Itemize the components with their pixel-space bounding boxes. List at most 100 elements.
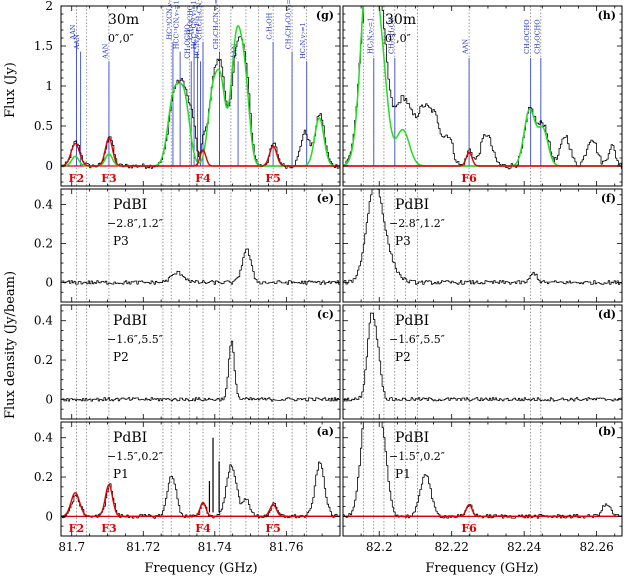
spectrum-top_right_model bbox=[343, 151, 622, 167]
panel-frame bbox=[342, 421, 623, 537]
species-label: CH₃OCHO bbox=[184, 24, 192, 59]
x-tick-label: 81.76 bbox=[269, 540, 303, 554]
y-tick-label: 0.4 bbox=[34, 198, 53, 212]
spectrum-p1_right_model bbox=[343, 503, 622, 517]
feature-label-F5: F5 bbox=[265, 522, 280, 535]
offset-label: −2.8″,1.2″ bbox=[107, 217, 163, 230]
panel-id: (g) bbox=[316, 9, 334, 22]
spectrum-p1_left_model bbox=[61, 484, 340, 517]
x-tick-label: 81.74 bbox=[198, 540, 233, 554]
species-label: HC₃N,v₇=1 bbox=[193, 22, 201, 58]
spectrum-p2_left bbox=[61, 340, 340, 402]
panel-id: (f) bbox=[601, 192, 616, 205]
y-tick-label: 0 bbox=[45, 392, 53, 406]
species-label: CH₃OCHO bbox=[187, 5, 195, 40]
species-label: AAN bbox=[462, 39, 470, 55]
y-tick-label: 0 bbox=[45, 276, 53, 290]
feature-label-F6: F6 bbox=[461, 172, 477, 185]
feature-label-F2: F2 bbox=[69, 172, 84, 185]
spectra-curves bbox=[61, 6, 622, 519]
y-tick-label: 0.2 bbox=[34, 470, 53, 484]
telescope-label: 30m bbox=[108, 12, 139, 28]
telescope-label: PdBI bbox=[395, 430, 429, 446]
y-tick-label: 0 bbox=[45, 509, 53, 523]
feature-label-F2: F2 bbox=[69, 522, 84, 535]
axis-ticks bbox=[61, 5, 622, 537]
species-label: AAN bbox=[73, 34, 81, 50]
panel-frame bbox=[60, 5, 341, 187]
offset-label: −1.5″,0.2″ bbox=[389, 450, 445, 463]
panel-id: (e) bbox=[317, 192, 334, 205]
panel-id: (c) bbox=[317, 308, 334, 321]
panel-annotations: 0 0.5 1 1.5 2 0 0.2 0.4 0 0.2 0.4 0 0.2 0.4 81.7 81.72 8… bbox=[34, 0, 616, 554]
position-label: P3 bbox=[395, 234, 411, 248]
species-label: HCC¹³CN,v₇=1 bbox=[173, 0, 181, 49]
offset-label: 0″,0″ bbox=[385, 32, 411, 45]
species-label: AAN bbox=[101, 43, 109, 59]
y-tick-label: 0.2 bbox=[34, 237, 53, 251]
xlabel-right: Frequency (GHz) bbox=[425, 561, 538, 576]
telescope-label: PdBI bbox=[395, 313, 429, 329]
feature-label-F6: F6 bbox=[461, 522, 477, 535]
feature-label-F4: F4 bbox=[195, 522, 211, 535]
position-label: P1 bbox=[395, 467, 411, 481]
position-label: P2 bbox=[113, 350, 129, 364]
offset-label: −2.8″,1.2″ bbox=[389, 217, 445, 230]
telescope-label: PdBI bbox=[395, 197, 429, 213]
panel-id: (b) bbox=[598, 425, 616, 438]
ylabel-top: Flux (Jy) bbox=[3, 62, 18, 118]
y-tick-label: 0.5 bbox=[34, 119, 53, 133]
panel-frame bbox=[342, 188, 623, 303]
species-label: CH₃CH₃CN,v₂=1 bbox=[212, 0, 220, 49]
species-label: AAN bbox=[231, 43, 239, 59]
feature-label-F3: F3 bbox=[101, 522, 116, 535]
panel-frame bbox=[60, 188, 341, 303]
xlabel-left: Frequency (GHz) bbox=[144, 561, 257, 576]
offset-label: 0″,0″ bbox=[108, 32, 134, 45]
x-tick-label: 82.2 bbox=[366, 540, 393, 554]
spectrum-p3_right bbox=[343, 189, 622, 285]
species-label: C₂H₅OH bbox=[266, 12, 274, 39]
feature-label-F3: F3 bbox=[101, 172, 116, 185]
offset-label: −1.5″,0.2″ bbox=[107, 450, 163, 463]
offset-label: −1.6″,5.5″ bbox=[389, 333, 445, 346]
telescope-label: PdBI bbox=[113, 313, 147, 329]
species-label: CH₃CH₃CN bbox=[387, 17, 395, 54]
offset-label: −1.6″,5.5″ bbox=[107, 333, 163, 346]
y-tick-label: 1 bbox=[45, 79, 53, 93]
spectrum-p3_left bbox=[61, 248, 340, 285]
species-label: AAN bbox=[69, 24, 77, 40]
y-tick-label: 1.5 bbox=[34, 39, 53, 53]
x-tick-label: 82.24 bbox=[507, 540, 542, 554]
spectrum-top_right bbox=[343, 6, 622, 170]
panel-frames bbox=[60, 5, 623, 537]
feature-label-F5: F5 bbox=[265, 172, 280, 185]
telescope-label: PdBI bbox=[113, 197, 147, 213]
x-tick-label: 82.26 bbox=[579, 540, 613, 554]
species-label: CH₃OCHO bbox=[523, 19, 531, 54]
panel-id: (a) bbox=[316, 425, 334, 438]
x-tick-label: 81.7 bbox=[58, 540, 85, 554]
panel-frame bbox=[342, 5, 623, 187]
y-tick-label: 0 bbox=[45, 159, 53, 173]
x-tick-label: 82.22 bbox=[435, 540, 469, 554]
telescope-label: 30m bbox=[385, 12, 416, 28]
y-tick-label: 2 bbox=[45, 0, 53, 13]
position-label: P2 bbox=[395, 350, 411, 364]
species-label: CH₃CH₃CN,v₂=1 bbox=[196, 0, 204, 40]
species-label: CH₃CH₃CO,v₂=1 bbox=[285, 0, 293, 49]
position-label: P1 bbox=[113, 467, 129, 481]
ylabel-bottom: Flux density (Jy/beam) bbox=[3, 271, 18, 419]
species-label: HCC¹³CN,v₇=1 bbox=[190, 0, 198, 49]
species-label: HC₃N,v₇=1 bbox=[299, 22, 307, 58]
y-tick-label: 0.4 bbox=[34, 431, 53, 445]
spectrum-p2_right bbox=[343, 312, 622, 402]
telescope-label: PdBI bbox=[113, 430, 147, 446]
species-label: CH₃OCHO bbox=[533, 19, 541, 54]
species-label: HC¹³CCN,v₇=1 bbox=[165, 0, 173, 40]
panel-id: (d) bbox=[598, 308, 616, 321]
x-tick-label: 81.72 bbox=[126, 540, 160, 554]
panel-frame bbox=[60, 421, 341, 537]
spectrum-p1_right bbox=[343, 422, 622, 519]
